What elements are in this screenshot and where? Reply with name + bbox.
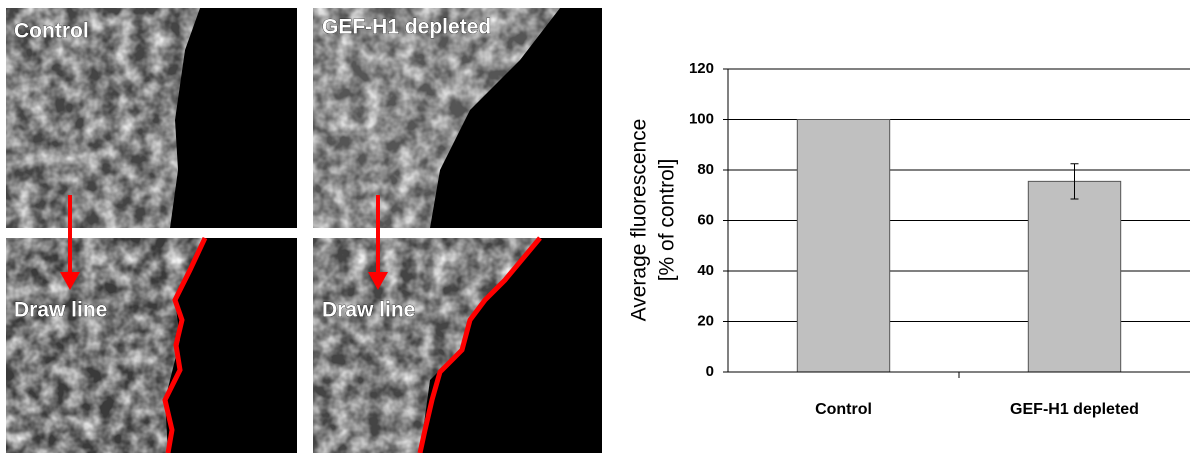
y-tick-label: 0 xyxy=(706,363,714,380)
y-tick-label: 60 xyxy=(697,211,714,228)
bar xyxy=(1028,181,1120,372)
panel-label: GEF-H1 depleted xyxy=(322,16,491,39)
y-tick-label: 20 xyxy=(697,312,714,329)
y-tick-label: 100 xyxy=(689,110,714,127)
panel-label: Draw line xyxy=(322,299,415,322)
y-axis-label: [% of control] xyxy=(656,159,679,282)
x-tick-label: GEF-H1 depleted xyxy=(1010,401,1139,418)
y-tick-label: 120 xyxy=(689,60,714,77)
x-tick-label: Control xyxy=(815,401,872,418)
y-tick-label: 80 xyxy=(697,161,714,178)
panel-label: Draw line xyxy=(14,299,107,322)
panel-label: Control xyxy=(14,20,89,43)
figure: Control GEF-H1 depleted Draw line Draw l… xyxy=(0,0,1190,453)
bar xyxy=(797,120,889,373)
y-axis-label: Average fluorescence xyxy=(628,119,651,322)
y-tick-label: 40 xyxy=(697,262,714,279)
chart: Average fluorescence [% of control] 0 20 4… xyxy=(628,60,1190,418)
microscopy-panels: Control GEF-H1 depleted Draw line Draw l… xyxy=(6,8,602,453)
